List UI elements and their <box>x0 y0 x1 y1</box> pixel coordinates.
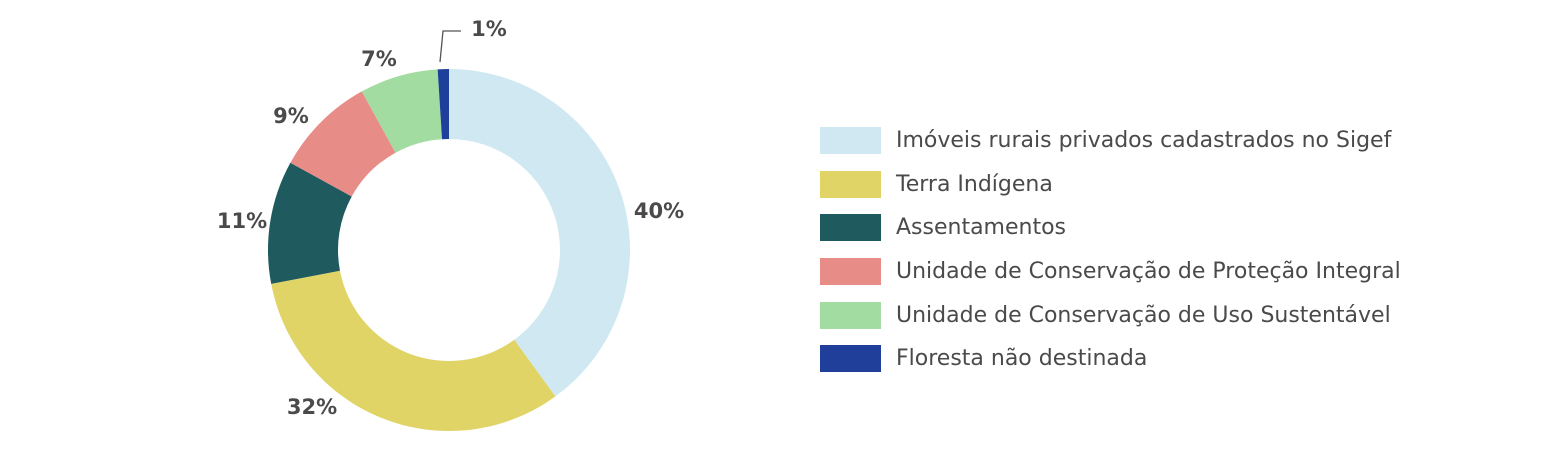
legend-swatch-imoveis <box>820 127 881 155</box>
legend-swatch-terra-indigena <box>820 170 881 198</box>
legend-item-imoveis: Imóveis rurais privados cadastrados no S… <box>820 119 1401 163</box>
donut-slice-uso-sustentavel <box>361 69 443 153</box>
legend-item-floresta: Floresta não destinada <box>820 337 1401 381</box>
legend-label-protecao-integral: Unidade de Conservação de Proteção Integ… <box>896 259 1401 285</box>
slice-label-imoveis: 40% <box>634 199 684 223</box>
leader-line-floresta <box>439 30 461 63</box>
legend-item-uso-sustentavel: Unidade de Conservação de Uso Sustentáve… <box>820 293 1401 337</box>
donut-slice-assentamentos <box>268 162 352 284</box>
legend-label-terra-indigena: Terra Indígena <box>896 171 1053 197</box>
slice-label-protecao-integral: 9% <box>273 104 309 128</box>
legend-label-imoveis: Imóveis rurais privados cadastrados no S… <box>896 128 1392 154</box>
legend-swatch-floresta <box>820 345 881 373</box>
slice-label-uso-sustentavel: 7% <box>361 47 397 71</box>
donut-slice-floresta <box>437 69 449 140</box>
legend: Imóveis rurais privados cadastrados no S… <box>820 119 1401 381</box>
slice-label-terra-indigena: 32% <box>287 395 337 419</box>
donut-slices <box>268 69 631 432</box>
legend-label-floresta: Floresta não destinada <box>896 346 1148 372</box>
legend-label-assentamentos: Assentamentos <box>896 215 1067 241</box>
legend-item-protecao-integral: Unidade de Conservação de Proteção Integ… <box>820 250 1401 294</box>
donut-slice-protecao-integral <box>290 91 396 197</box>
donut-slice-imoveis <box>449 69 631 397</box>
slice-label-floresta: 1% <box>471 17 507 41</box>
donut-slice-terra-indigena <box>271 270 556 432</box>
legend-swatch-protecao-integral <box>820 258 881 286</box>
legend-item-assentamentos: Assentamentos <box>820 206 1401 250</box>
legend-swatch-uso-sustentavel <box>820 301 881 329</box>
legend-swatch-assentamentos <box>820 214 881 242</box>
legend-item-terra-indigena: Terra Indígena <box>820 163 1401 207</box>
legend-label-uso-sustentavel: Unidade de Conservação de Uso Sustentáve… <box>896 302 1391 328</box>
slice-label-assentamentos: 11% <box>217 209 267 233</box>
